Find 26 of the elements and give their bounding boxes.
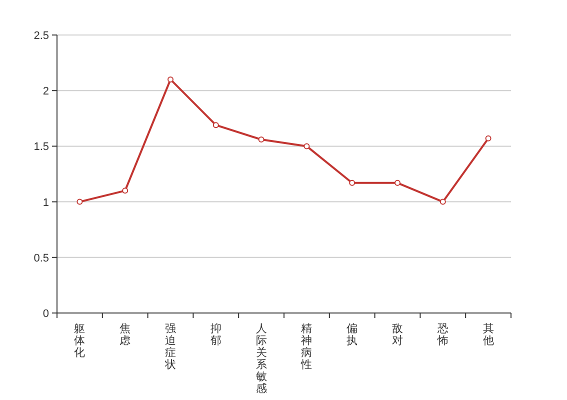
- point: [168, 76, 174, 82]
- y-tick-label: 0.5: [34, 252, 49, 264]
- x-tick-label: 其他: [482, 322, 494, 347]
- point: [485, 135, 492, 142]
- x-tick-label: 恐怖: [436, 323, 448, 347]
- y-tick-label: 2.5: [34, 30, 49, 42]
- x-tick-label: 敌对: [392, 323, 403, 347]
- x-tick-label: 人际关系敏感: [256, 323, 267, 395]
- x-tick-label: 偏执: [346, 323, 358, 347]
- point: [394, 180, 400, 186]
- y-tick-label: 1.5: [34, 141, 49, 154]
- x-tick-label: 躯体化: [74, 323, 86, 359]
- y-tick-label: 0: [42, 308, 49, 320]
- x-tick-label: 强迫症状: [164, 323, 176, 371]
- y-tick-label: 1: [42, 196, 49, 209]
- x-tick-label: 抑郁: [210, 323, 222, 347]
- point: [212, 122, 219, 128]
- y-tick-label: 2: [42, 86, 49, 98]
- x-tick-label: 焦虑: [120, 323, 131, 347]
- point: [349, 180, 356, 186]
- point: [122, 188, 128, 194]
- point: [258, 136, 264, 143]
- point: [440, 198, 446, 205]
- point: [76, 198, 83, 205]
- point: [304, 143, 310, 150]
- x-tick-label: 精神病性: [300, 323, 312, 371]
